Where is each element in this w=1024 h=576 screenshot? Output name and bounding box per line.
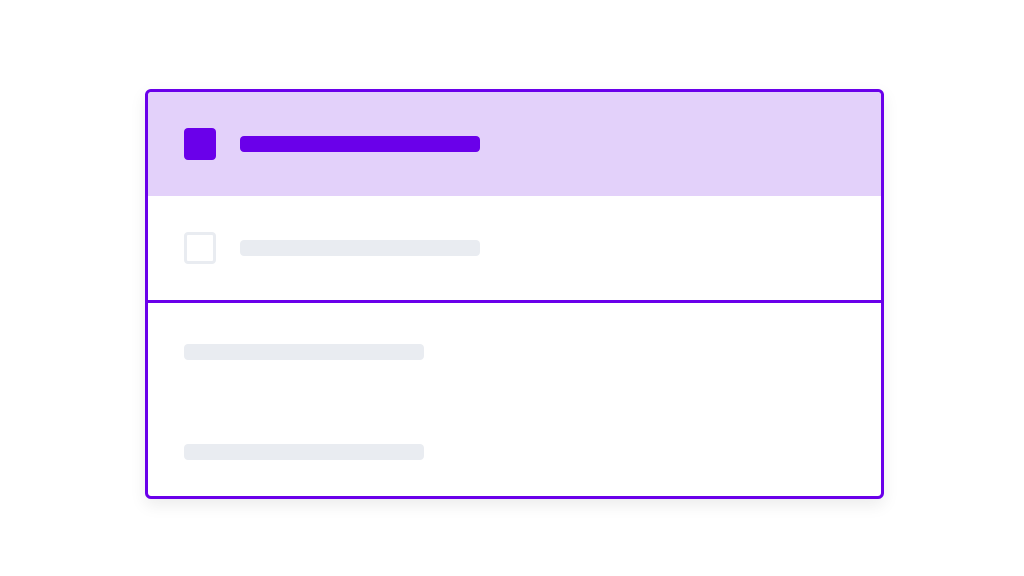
divider: [148, 300, 881, 303]
option-row[interactable]: [148, 196, 881, 300]
option-row-selected[interactable]: [148, 92, 881, 196]
detail-line-placeholder: [184, 444, 424, 460]
option-label-placeholder: [240, 240, 480, 256]
checkbox-checked[interactable]: [184, 128, 216, 160]
option-label-placeholder: [240, 136, 480, 152]
detail-line-placeholder: [184, 344, 424, 360]
checkbox-unchecked[interactable]: [184, 232, 216, 264]
selection-card: [145, 89, 884, 499]
